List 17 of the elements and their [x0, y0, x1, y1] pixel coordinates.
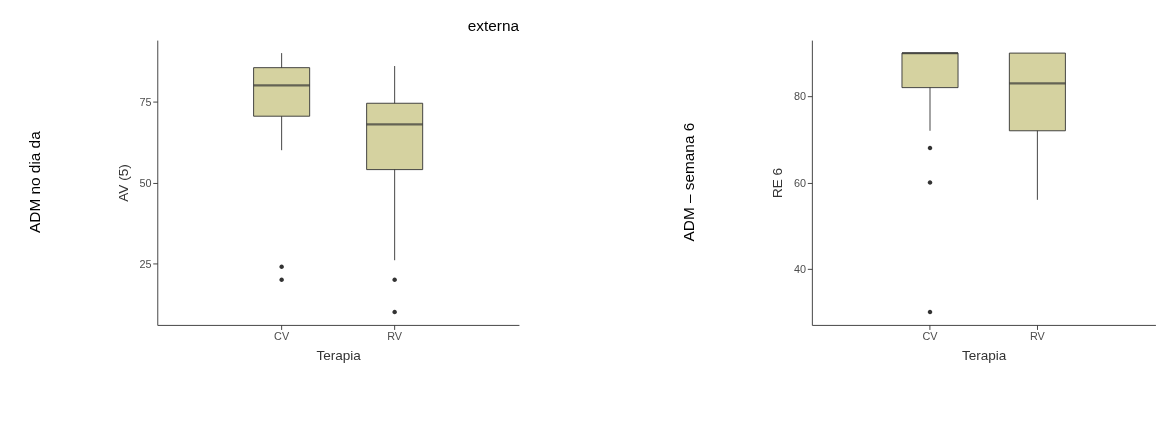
y-axis-title: AV (5)	[115, 164, 131, 202]
x-axis-title: Terapia	[961, 347, 1007, 363]
y-tick-label: 40	[793, 262, 807, 275]
x-tick-label: RV	[1029, 329, 1046, 342]
y-tick-label: 75	[139, 95, 152, 108]
x-tick-label: CV	[274, 329, 290, 342]
text: ADM no dia da	[25, 130, 43, 233]
x-axis-title: Terapia	[316, 347, 362, 363]
y-tick-label: 50	[139, 176, 152, 189]
x-tick-label: RV	[387, 329, 403, 342]
y-tick-label: 80	[793, 90, 807, 103]
text: ADM – semana 6	[680, 122, 698, 242]
y-tick-label: 60	[793, 176, 807, 189]
y-axis-title: RE 6	[770, 167, 786, 199]
chart-title: externa	[467, 17, 520, 35]
x-tick-label: CV	[922, 329, 939, 342]
y-tick-label: 25	[139, 257, 152, 270]
